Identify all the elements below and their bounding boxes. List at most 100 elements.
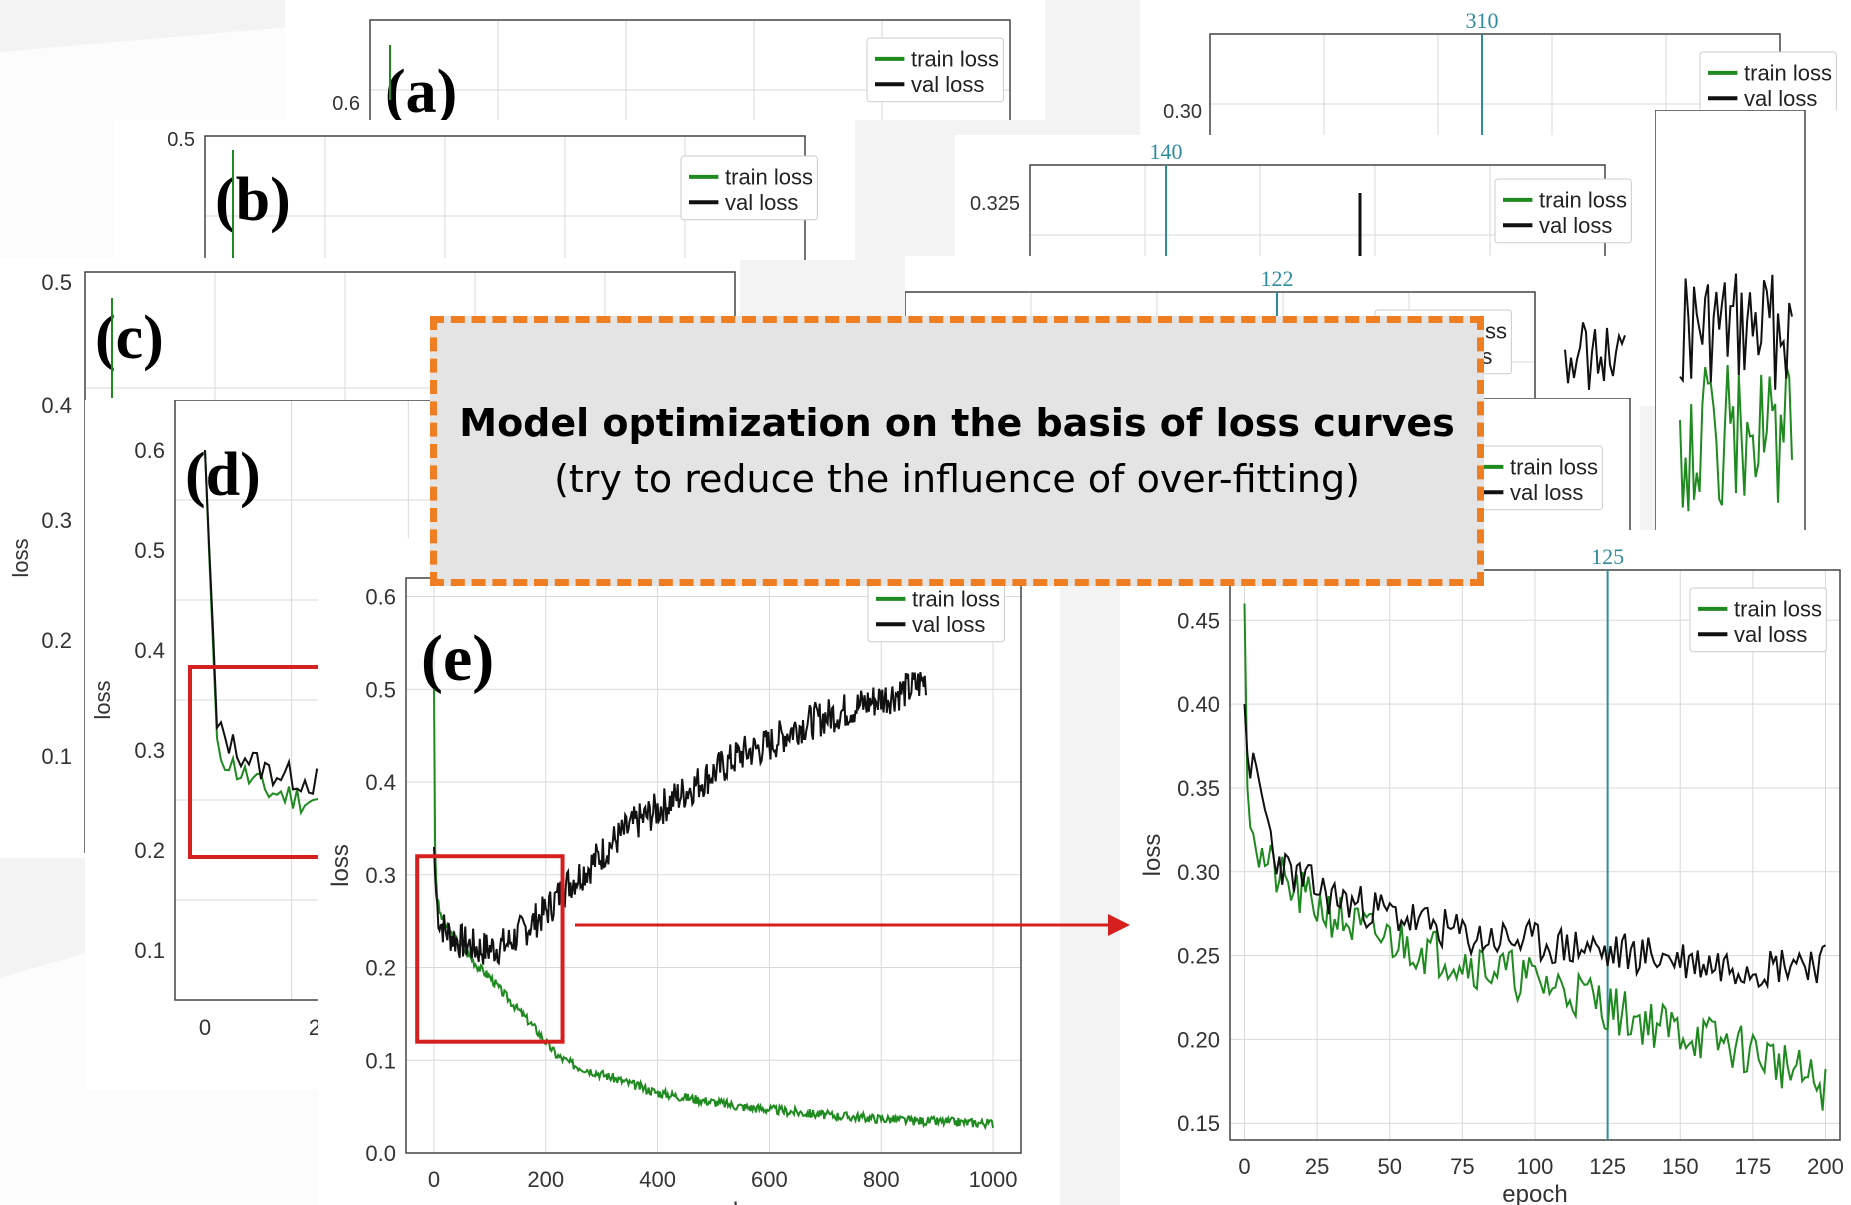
chart-panel-a: 0.6 (a) train loss val loss <box>285 0 1045 120</box>
x-tick-label: 175 <box>1734 1154 1771 1179</box>
x-axis-label: epoch <box>1502 1181 1567 1205</box>
legend-val-label: val loss <box>1744 86 1817 111</box>
legend-val-label: val loss <box>725 190 798 215</box>
x-tick-label: 200 <box>527 1167 564 1192</box>
val-loss-line <box>1679 273 1793 390</box>
y-tick-label: 0.20 <box>1177 1027 1220 1052</box>
plot-frame <box>1460 398 1631 548</box>
legend-train-label: train loss <box>1744 61 1832 86</box>
panel-label: (d) <box>185 441 261 509</box>
legend-train-label: train loss <box>725 165 813 190</box>
y-tick-label: 0.3 <box>41 508 72 533</box>
chart-svg-side <box>1655 110 1806 540</box>
y-tick-label: 0.5 <box>167 129 195 151</box>
x-tick-label: 0 <box>199 1015 211 1040</box>
x-tick-label: 200 <box>1807 1154 1844 1179</box>
y-tick-label: 0.30 <box>1163 101 1202 123</box>
y-tick-label: 0.2 <box>134 838 165 863</box>
y-tick-label: 0.35 <box>1177 776 1220 801</box>
y-tick-label: 0.4 <box>365 770 396 795</box>
chart-panel-zoom: 0.15 0.20 0.25 0.30 0.35 0.40 0.45 0 25 50 75 100 12… <box>1120 530 1851 1205</box>
x-tick-label: 75 <box>1450 1154 1474 1179</box>
y-tick-label: 0.6 <box>134 438 165 463</box>
legend-val-label: val loss <box>1510 480 1583 505</box>
x-tick-label: 400 <box>639 1167 676 1192</box>
val-loss-line <box>433 671 927 966</box>
x-axis-label: epoch <box>681 1198 746 1205</box>
panel-label: (c) <box>95 304 164 372</box>
x-tick-label: 800 <box>863 1167 900 1192</box>
y-axis-label: loss <box>8 538 33 577</box>
panel-label: (a) <box>385 58 457 120</box>
y-tick-label: 0.3 <box>134 738 165 763</box>
y-tick-label: 0.5 <box>41 270 72 295</box>
y-tick-label: 0.5 <box>365 677 396 702</box>
y-tick-label: 0.5 <box>134 538 165 563</box>
legend-train-label: train loss <box>912 587 1000 612</box>
y-tick-label: 0.4 <box>41 393 72 418</box>
chart-panel-side <box>1655 110 1851 540</box>
train-loss-line <box>1679 365 1793 512</box>
chart-panel-b: 0.5 (b) train loss val loss <box>115 120 855 260</box>
val-loss-line <box>1243 704 1826 990</box>
plot-frame <box>405 577 1022 1154</box>
y-tick-label: 0.0 <box>365 1141 396 1166</box>
callout-title: Model optimization on the basis of loss … <box>459 401 1455 445</box>
legend-train-label: train loss <box>1510 455 1598 480</box>
y-tick-label: 0.325 <box>970 193 1020 215</box>
y-tick-label: 0.40 <box>1177 692 1220 717</box>
y-tick-label: 0.4 <box>134 638 165 663</box>
x-tick-label: 125 <box>1589 1154 1626 1179</box>
train-loss-line <box>1243 603 1827 1111</box>
legend-val-label: val loss <box>911 72 984 97</box>
y-tick-label: 0.45 <box>1177 608 1220 633</box>
x-tick-label: 25 <box>1305 1154 1329 1179</box>
y-tick-label: 0.3 <box>365 863 396 888</box>
y-axis-label: loss <box>1139 834 1166 877</box>
legend-train-label: train loss <box>1539 188 1627 213</box>
val-loss-line <box>1564 322 1626 390</box>
train-loss-line <box>433 689 994 1131</box>
callout-subtitle: (try to reduce the influence of over-fit… <box>554 457 1360 501</box>
y-tick-label: 0.2 <box>41 628 72 653</box>
legend-val-label: val loss <box>1734 622 1807 647</box>
plot-frame <box>1229 569 1841 1141</box>
y-tick-label: 0.15 <box>1177 1111 1220 1136</box>
x-tick-label: 150 <box>1662 1154 1699 1179</box>
marker-label: 125 <box>1591 544 1624 569</box>
y-tick-label: 0.30 <box>1177 860 1220 885</box>
y-axis-label: loss <box>327 844 354 887</box>
panel-label: (b) <box>215 166 291 234</box>
x-tick-label: 0 <box>1238 1154 1250 1179</box>
marker-label: 310 <box>1466 8 1499 33</box>
legend-train-label: train loss <box>1734 597 1822 622</box>
marker-label: 140 <box>1150 139 1183 164</box>
legend-val-label: val loss <box>912 612 985 637</box>
plot-frame <box>905 291 1536 406</box>
y-tick-label: 0.2 <box>365 956 396 981</box>
x-tick-label: 100 <box>1517 1154 1554 1179</box>
plot-frame <box>369 19 1011 120</box>
x-tick-label: 0 <box>428 1167 440 1192</box>
x-tick-label: 600 <box>751 1167 788 1192</box>
chart-svg-zoom: 0.15 0.20 0.25 0.30 0.35 0.40 0.45 0 25 50 75 100 12… <box>1139 544 1844 1205</box>
x-tick-label: 1000 <box>969 1167 1018 1192</box>
callout-box: Model optimization on the basis of loss … <box>430 316 1484 586</box>
chart-panel-i: train loss val loss <box>1460 398 1640 548</box>
chart-svg-e: 0.0 0.1 0.2 0.3 0.4 0.5 0.6 0 200 400 600 800 1000 ep… <box>327 577 1022 1205</box>
y-tick-label: 0.6 <box>365 585 396 610</box>
chart-panel-g: 0.325 140 train loss val loss <box>955 135 1655 265</box>
x-tick-label: 50 <box>1378 1154 1402 1179</box>
marker-label: 122 <box>1261 266 1294 291</box>
legend-train-label: train loss <box>911 47 999 72</box>
plot-frame <box>1655 110 1806 540</box>
y-tick-label: 0.1 <box>365 1048 396 1073</box>
legend-val-label: val loss <box>1539 213 1612 238</box>
highlight-region <box>415 854 565 1044</box>
panel-label: (e) <box>421 622 494 695</box>
